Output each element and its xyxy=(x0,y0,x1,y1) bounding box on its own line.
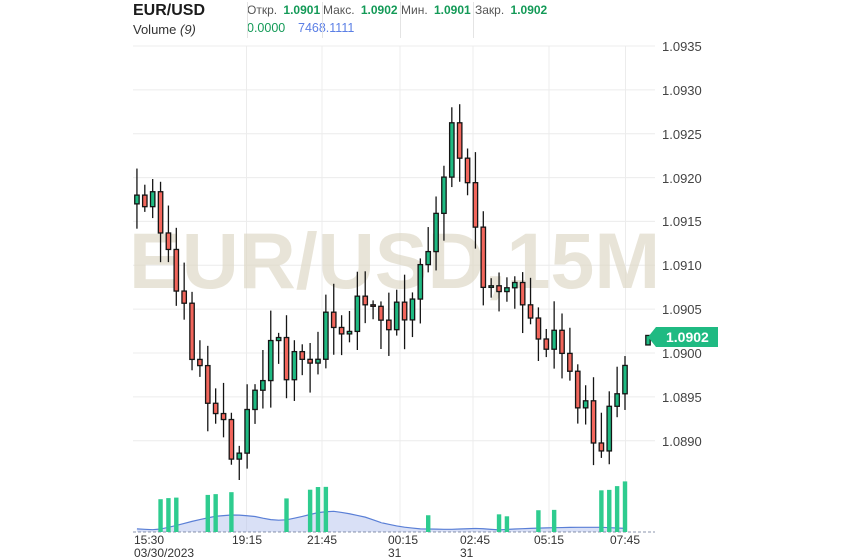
svg-text:EUR/USD,15M: EUR/USD,15M xyxy=(129,216,660,305)
